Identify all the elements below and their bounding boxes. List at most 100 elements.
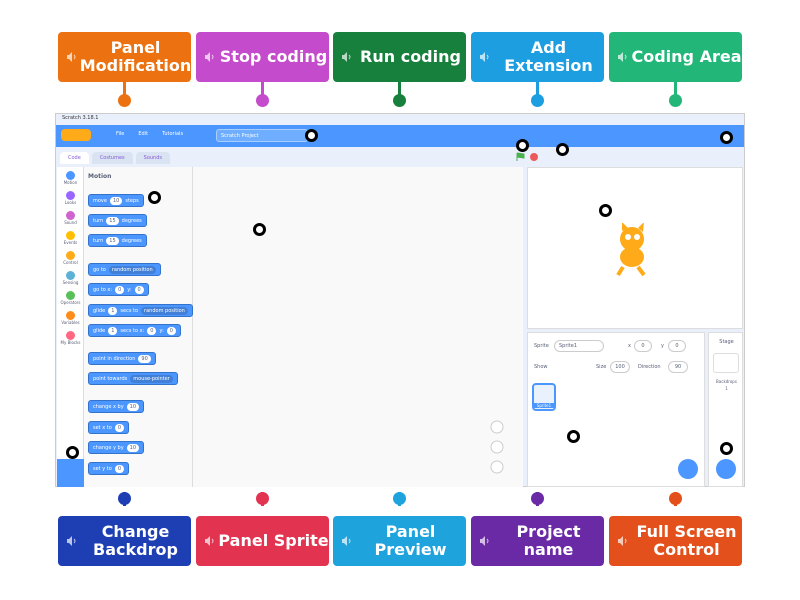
block-input[interactable]: 1 (108, 326, 118, 335)
label-tile[interactable]: Stop coding (196, 32, 329, 82)
label-tile[interactable]: Run coding (333, 32, 466, 82)
category-dot[interactable] (66, 211, 75, 220)
marker[interactable] (253, 223, 266, 236)
stage-thumb[interactable] (713, 353, 739, 373)
block-input[interactable]: 15 (106, 236, 119, 245)
marker[interactable] (305, 129, 318, 142)
label-text[interactable]: Panel Preview (374, 522, 447, 559)
code-block[interactable]: turn 15 degrees (88, 214, 147, 227)
label-tile[interactable]: Full Screen Control (609, 516, 742, 566)
category-label[interactable]: Sound (64, 220, 77, 225)
label-tile[interactable]: Panel Preview (333, 516, 466, 566)
green-flag[interactable] (516, 152, 525, 161)
choose-sprite-button[interactable] (678, 459, 698, 479)
code-block[interactable]: point towards mouse-pointer (88, 372, 178, 385)
block-input[interactable]: 0 (147, 326, 157, 335)
code-block[interactable]: move 10 steps (88, 194, 144, 207)
x-field[interactable]: 0 (634, 340, 652, 352)
label-text[interactable]: Panel Modification (79, 38, 192, 75)
marker[interactable] (516, 139, 529, 152)
label-tile[interactable]: Panel Modification (58, 32, 191, 82)
code-block[interactable]: set x to 0 (88, 421, 129, 434)
block-input[interactable]: 15 (106, 216, 119, 225)
label-text[interactable]: Full Screen Control (636, 522, 737, 559)
category-dot[interactable] (66, 331, 75, 340)
code-block[interactable]: set y to 0 (88, 462, 129, 475)
menu-item[interactable]: File (116, 131, 125, 137)
code-block[interactable]: glide 1 secs to x: 0 y: 0 (88, 324, 181, 337)
code-block[interactable]: change x by 10 (88, 400, 145, 413)
block-input[interactable]: 1 (108, 306, 118, 315)
label-text[interactable]: Coding Area (631, 47, 742, 66)
sprite-thumbnail[interactable]: Sprite1 (532, 383, 556, 411)
label-text[interactable]: Project name (516, 522, 581, 559)
label-text[interactable]: Run coding (360, 47, 461, 66)
block-input[interactable]: 10 (109, 196, 123, 205)
code-block[interactable]: change y by 10 (88, 441, 145, 454)
marker[interactable] (556, 143, 569, 156)
project-title[interactable]: Scratch Project (216, 129, 308, 142)
cat-sprite[interactable] (608, 223, 658, 278)
code-area[interactable] (193, 167, 523, 487)
block-input[interactable]: 90 (138, 354, 151, 363)
category-dot[interactable] (66, 251, 75, 260)
marker[interactable] (720, 131, 733, 144)
tab[interactable]: Code (60, 152, 89, 164)
code-block[interactable]: glide 1 secs to random position (88, 304, 193, 317)
category-label[interactable]: Motion (63, 180, 78, 185)
block-dropdown[interactable]: random position (141, 306, 188, 315)
label-tile[interactable]: Change Backdrop (58, 516, 191, 566)
marker[interactable] (720, 442, 733, 455)
label-text[interactable]: Stop coding (219, 47, 328, 66)
category-dot[interactable] (66, 311, 75, 320)
menu-item[interactable]: Edit (138, 131, 149, 137)
block-input[interactable]: 10 (126, 402, 140, 411)
direction-field[interactable]: 90 (668, 361, 688, 373)
category-dot[interactable] (66, 231, 75, 240)
code-block[interactable]: point in direction 90 (88, 352, 156, 365)
label-text[interactable]: Add Extension (504, 38, 593, 75)
label-tile[interactable]: Panel Sprite (196, 516, 329, 566)
block-input[interactable]: 0 (114, 423, 124, 432)
category-dot[interactable] (66, 191, 75, 200)
category-dot[interactable] (66, 171, 75, 180)
block-input[interactable]: 10 (126, 443, 140, 452)
stop-button[interactable] (530, 153, 538, 161)
category-label[interactable]: Variables (61, 320, 80, 325)
marker[interactable] (599, 204, 612, 217)
category-label[interactable]: Control (63, 260, 78, 265)
sprite-thumb-name[interactable]: Sprite1 (534, 403, 554, 408)
tab[interactable]: Sounds (135, 152, 171, 164)
marker[interactable] (148, 191, 161, 204)
label-text[interactable]: Change Backdrop (93, 522, 178, 559)
category-dot[interactable] (66, 291, 75, 300)
label-tile[interactable]: Project name (471, 516, 604, 566)
category-label[interactable]: Events (63, 240, 78, 245)
category-label[interactable]: Looks (64, 200, 77, 205)
sprite-name-field[interactable]: Sprite1 (554, 340, 604, 352)
extension-button[interactable] (57, 459, 84, 487)
block-input[interactable]: 0 (166, 326, 176, 335)
label-text[interactable]: Panel Sprite (218, 531, 329, 550)
category-dot[interactable] (66, 271, 75, 280)
code-block[interactable]: go to x: 0 y: 0 (88, 283, 149, 296)
y-field[interactable]: 0 (668, 340, 686, 352)
category-label[interactable]: My Blocks (60, 340, 81, 345)
block-input[interactable]: 0 (114, 464, 124, 473)
code-block[interactable]: turn 15 degrees (88, 234, 147, 247)
size-field[interactable]: 100 (610, 361, 630, 373)
tab[interactable]: Costumes (91, 152, 133, 164)
choose-backdrop-button[interactable] (716, 459, 736, 479)
category-label[interactable]: Sensing (62, 280, 79, 285)
label-tile[interactable]: Coding Area (609, 32, 742, 82)
category-label[interactable]: Operators (60, 300, 81, 305)
label-tile[interactable]: Add Extension (471, 32, 604, 82)
block-dropdown[interactable]: mouse-pointer (130, 374, 173, 383)
block-dropdown[interactable]: random position (108, 265, 156, 274)
marker[interactable] (66, 446, 79, 459)
block-input[interactable]: 0 (134, 285, 144, 294)
code-block[interactable]: go to random position (88, 263, 161, 276)
marker[interactable] (567, 430, 580, 443)
block-input[interactable]: 0 (115, 285, 125, 294)
menu-item[interactable]: Tutorials (162, 131, 184, 137)
